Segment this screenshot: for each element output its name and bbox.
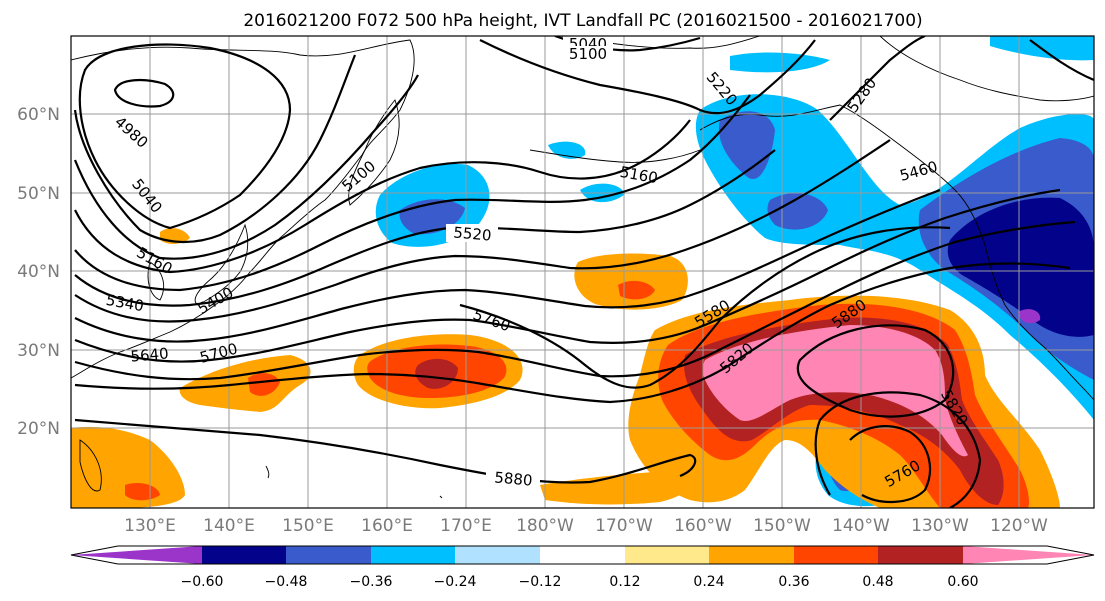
- height-contours: [73, 36, 1094, 508]
- ivt-shade-neg-purple: [1018, 309, 1041, 324]
- colorbar-swatch: [202, 546, 286, 564]
- colorbar: −0.60 −0.48 −0.36 −0.24 −0.12 0.12 0.24 …: [70, 545, 1095, 590]
- ivt-shade-pos-subtropic-dark: [415, 358, 458, 389]
- ivt-shade-pos-main-pink: [702, 325, 968, 457]
- longitude-labels: 130°E 140°E 150°E 160°E 170°E 180°W 170°…: [124, 516, 1048, 536]
- map-frame: [70, 35, 1095, 509]
- contour-line: [113, 78, 175, 108]
- contour-line: [74, 119, 691, 274]
- lon-label: 170°W: [595, 516, 653, 536]
- colorbar-tick-label: 0.24: [693, 574, 724, 590]
- lon-label: 160°W: [674, 516, 732, 536]
- coast-asia: [71, 39, 415, 379]
- lon-label: 140°E: [203, 516, 255, 536]
- lat-label-20n: 20°N: [17, 419, 60, 439]
- ivt-shade-pos-west-red: [248, 373, 280, 396]
- ivt-shade-neg-top-mid: [730, 52, 830, 73]
- latitude-labels: 60°N 50°N 40°N 30°N 20°N: [17, 105, 60, 439]
- colorbar-tick-label: 0.60: [947, 574, 978, 590]
- contour-line: [74, 262, 1071, 404]
- lon-label: 130°W: [911, 516, 969, 536]
- lon-label: 180°W: [516, 516, 574, 536]
- colorbar-swatch: [286, 546, 371, 564]
- coast-taiwan-phil: [79, 439, 102, 492]
- ivt-shade-neg-west-coast-core: [947, 197, 1094, 337]
- colorbar-swatch: [878, 546, 963, 564]
- contour-label: 5880: [494, 468, 534, 489]
- colorbar-swatch: [794, 546, 878, 564]
- coast-canada-north: [879, 36, 1094, 102]
- lon-label: 160°E: [361, 516, 413, 536]
- lat-label-30n: 30°N: [17, 341, 60, 361]
- contour-label-group: 5520: [446, 223, 498, 245]
- lon-label: 150°E: [282, 516, 334, 536]
- ivt-shade-pos-philippines: [71, 426, 185, 508]
- contour-line: [796, 324, 955, 418]
- contour-line: [74, 149, 776, 307]
- contour-line: [73, 74, 419, 260]
- colorbar-tick-label: −0.60: [181, 574, 224, 590]
- contour-line: [74, 188, 1061, 363]
- map-title: 2016021200 F072 500 hPa height, IVT Land…: [243, 11, 922, 31]
- colorbar-swatch: [455, 546, 540, 564]
- colorbar-tick-label: −0.36: [350, 574, 393, 590]
- colorbar-swatch: [963, 546, 1094, 564]
- contour-label: 5100: [569, 45, 607, 63]
- contour-label: 5640: [130, 344, 170, 365]
- contour-label-group: 5640: [130, 344, 170, 365]
- contour-line: [814, 391, 982, 508]
- contour-label-group: 5880: [486, 468, 540, 490]
- ivt-shade-pos-philippines-red: [125, 483, 160, 501]
- contour-line: [1029, 39, 1094, 82]
- contour-line: [78, 43, 292, 230]
- map-panel: 5040 5100 5220 5280 4980 5040 5160 51: [70, 35, 1095, 509]
- lat-label-60n: 60°N: [17, 105, 60, 125]
- ivt-shade-neg-gulf-mid: [767, 193, 828, 230]
- colorbar-swatch: [625, 546, 709, 564]
- lat-label-50n: 50°N: [17, 184, 60, 204]
- contour-line: [74, 94, 751, 292]
- colorbar-tick-labels: −0.60 −0.48 −0.36 −0.24 −0.12 0.12 0.24 …: [181, 574, 979, 590]
- lon-label: 170°E: [440, 516, 492, 536]
- colorbar-outline: [70, 545, 1095, 565]
- lat-label-40n: 40°N: [17, 262, 60, 282]
- colorbar-tick-label: −0.48: [265, 574, 308, 590]
- colorbar-swatch: [709, 546, 794, 564]
- colorbar-swatch: [71, 546, 202, 564]
- colorbar-swatch: [371, 546, 455, 564]
- colorbar-tick-label: 0.36: [778, 574, 809, 590]
- lon-label: 130°E: [124, 516, 176, 536]
- coast-hawaii: [265, 465, 443, 499]
- ivt-shade-pos-midpac-red: [618, 280, 655, 300]
- colorbar-tick-label: −0.24: [434, 574, 477, 590]
- lon-label: 140°W: [832, 516, 890, 536]
- contour-line: [829, 36, 926, 121]
- contour-line: [479, 39, 816, 115]
- colorbar-swatch: [540, 546, 625, 564]
- contour-line: [74, 418, 697, 484]
- contour-label: 5520: [453, 223, 493, 244]
- contour-line: [849, 425, 932, 504]
- coast-aleutians: [529, 149, 701, 163]
- ivt-shade-pos-south: [540, 470, 694, 505]
- colorbar-tick-label: 0.12: [609, 574, 640, 590]
- colorbar-tick-label: 0.48: [862, 574, 893, 590]
- colorbar-tick-label: −0.12: [519, 574, 562, 590]
- lon-label: 120°W: [990, 516, 1048, 536]
- contour-line: [74, 139, 891, 323]
- coast-north-america: [954, 189, 1094, 401]
- contour-line: [73, 54, 357, 243]
- colorbar-swatches: [70, 545, 1095, 565]
- lon-label: 150°W: [753, 516, 811, 536]
- contour-line: [74, 188, 941, 343]
- contour-label-group: 5100: [563, 45, 613, 63]
- contour-line: [459, 226, 951, 389]
